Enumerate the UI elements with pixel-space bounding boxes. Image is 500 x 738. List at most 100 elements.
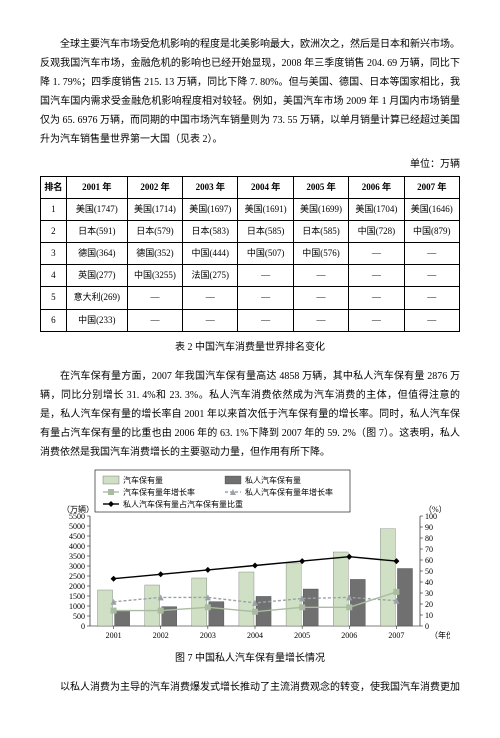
unit-label: 单位：万辆 (40, 155, 460, 174)
svg-text:汽车保有量年增长率: 汽车保有量年增长率 (123, 487, 195, 497)
svg-text:30: 30 (425, 589, 433, 598)
svg-text:1000: 1000 (69, 602, 85, 611)
table-cell: 日本(579) (127, 221, 182, 243)
table-cell: 中国(879) (404, 221, 459, 243)
table-cell: 中国(444) (183, 243, 238, 265)
table-cell: — (404, 243, 459, 265)
svg-text:2500: 2500 (69, 572, 85, 581)
svg-text:汽车保有量: 汽车保有量 (123, 475, 163, 485)
table-cell: — (293, 265, 348, 287)
svg-text:40: 40 (425, 578, 433, 587)
table-cell: — (349, 265, 404, 287)
svg-text:（年份）: （年份） (430, 630, 450, 640)
svg-text:4000: 4000 (69, 542, 85, 551)
table-cell: 日本(591) (66, 221, 127, 243)
table-cell: 2 (41, 221, 67, 243)
svg-text:2003: 2003 (200, 631, 216, 640)
table-cell: 日本(585) (238, 221, 293, 243)
svg-text:2006: 2006 (341, 631, 357, 640)
table-cell: — (238, 265, 293, 287)
table-cell: 德国(364) (66, 243, 127, 265)
svg-text:3000: 3000 (69, 562, 85, 571)
table-cell: 美国(1646) (404, 199, 459, 221)
table-header: 2007 年 (404, 177, 459, 199)
svg-text:4500: 4500 (69, 532, 85, 541)
table-cell: 中国(233) (66, 309, 127, 331)
table-row: 1美国(1747)美国(1714)美国(1697)美国(1691)美国(1699… (41, 199, 460, 221)
table-header: 2006 年 (349, 177, 404, 199)
svg-text:5000: 5000 (69, 522, 85, 531)
svg-text:私人汽车保有量: 私人汽车保有量 (245, 475, 301, 485)
table-cell: — (127, 287, 182, 309)
table-cell: 意大利(269) (66, 287, 127, 309)
svg-text:90: 90 (425, 523, 433, 532)
paragraph-3: 以私人消费为主导的汽车消费爆发式增长推动了主流消费观念的转变，使我国汽车消费更加 (40, 678, 460, 697)
table-cell: 法国(275) (183, 265, 238, 287)
svg-text:3500: 3500 (69, 552, 85, 561)
table-cell: 美国(1697) (183, 199, 238, 221)
table-row: 2日本(591)日本(579)日本(583)日本(585)日本(585)中国(7… (41, 221, 460, 243)
table-cell: — (293, 287, 348, 309)
svg-text:2005: 2005 (294, 631, 310, 640)
table-cell: — (238, 287, 293, 309)
svg-text:80: 80 (425, 534, 433, 543)
table-row: 4英国(277)中国(3255)法国(275)———— (41, 265, 460, 287)
table-row: 3德国(364)德国(352)中国(444)中国(507)中国(576)—— (41, 243, 460, 265)
table-cell: 中国(728) (349, 221, 404, 243)
svg-text:私人汽车保有量年增长率: 私人汽车保有量年增长率 (245, 487, 333, 497)
table-cell: 5 (41, 287, 67, 309)
chart-caption: 图 7 中国私人汽车保有量增长情况 (40, 649, 460, 668)
table-cell: — (183, 309, 238, 331)
table-cell: 中国(3255) (127, 265, 182, 287)
table-cell: 3 (41, 243, 67, 265)
table-cell: — (349, 309, 404, 331)
svg-text:0: 0 (81, 622, 85, 631)
svg-text:2004: 2004 (247, 631, 263, 640)
svg-text:2000: 2000 (69, 582, 85, 591)
svg-text:2002: 2002 (153, 631, 169, 640)
table-cell: 美国(1714) (127, 199, 182, 221)
table-caption: 表 2 中国汽车消费量世界排名变化 (40, 338, 460, 357)
table-cell: 1 (41, 199, 67, 221)
table-cell: 美国(1704) (349, 199, 404, 221)
table-row: 6中国(233)—————— (41, 309, 460, 331)
table-header: 2004 年 (238, 177, 293, 199)
table-cell: 6 (41, 309, 67, 331)
svg-text:70: 70 (425, 545, 433, 554)
svg-text:20: 20 (425, 600, 433, 609)
table-cell: 中国(507) (238, 243, 293, 265)
table-cell: — (349, 287, 404, 309)
svg-text:2001: 2001 (106, 631, 122, 640)
svg-text:1500: 1500 (69, 592, 85, 601)
table-header: 2002 年 (127, 177, 182, 199)
svg-text:0: 0 (425, 622, 429, 631)
table-cell: 日本(583) (183, 221, 238, 243)
table-cell: 英国(277) (66, 265, 127, 287)
svg-text:50: 50 (425, 567, 433, 576)
table-header: 排名 (41, 177, 67, 199)
table-cell: 美国(1747) (66, 199, 127, 221)
svg-text:2007: 2007 (388, 631, 404, 640)
table-header: 2005 年 (293, 177, 348, 199)
svg-text:（%）: （%） (424, 505, 447, 514)
table-cell: — (293, 309, 348, 331)
table-cell: — (404, 265, 459, 287)
table-header: 2003 年 (183, 177, 238, 199)
table-cell: — (404, 309, 459, 331)
chart-figure-7: 0500100015002000250030003500400045005000… (50, 468, 450, 643)
table-cell: 美国(1699) (293, 199, 348, 221)
svg-text:私人汽车保有量占汽车保有量比重: 私人汽车保有量占汽车保有量比重 (123, 499, 243, 509)
svg-text:60: 60 (425, 556, 433, 565)
table-row: 5意大利(269)—————— (41, 287, 460, 309)
svg-text:500: 500 (73, 612, 85, 621)
table-header: 2001 年 (66, 177, 127, 199)
table-cell: 日本(585) (293, 221, 348, 243)
table-cell: 美国(1691) (238, 199, 293, 221)
paragraph-2: 在汽车保有量方面，2007 年我国汽车保有量高达 4858 万辆，其中私人汽车保… (40, 367, 460, 462)
table-cell: — (238, 309, 293, 331)
svg-text:（万辆）: （万辆） (62, 504, 94, 514)
table-cell: — (404, 287, 459, 309)
svg-text:10: 10 (425, 611, 433, 620)
paragraph-1: 全球主要汽车市场受危机影响的程度是北美影响最大，欧洲次之，然后是日本和新兴市场。… (40, 35, 460, 149)
table-cell: — (127, 309, 182, 331)
